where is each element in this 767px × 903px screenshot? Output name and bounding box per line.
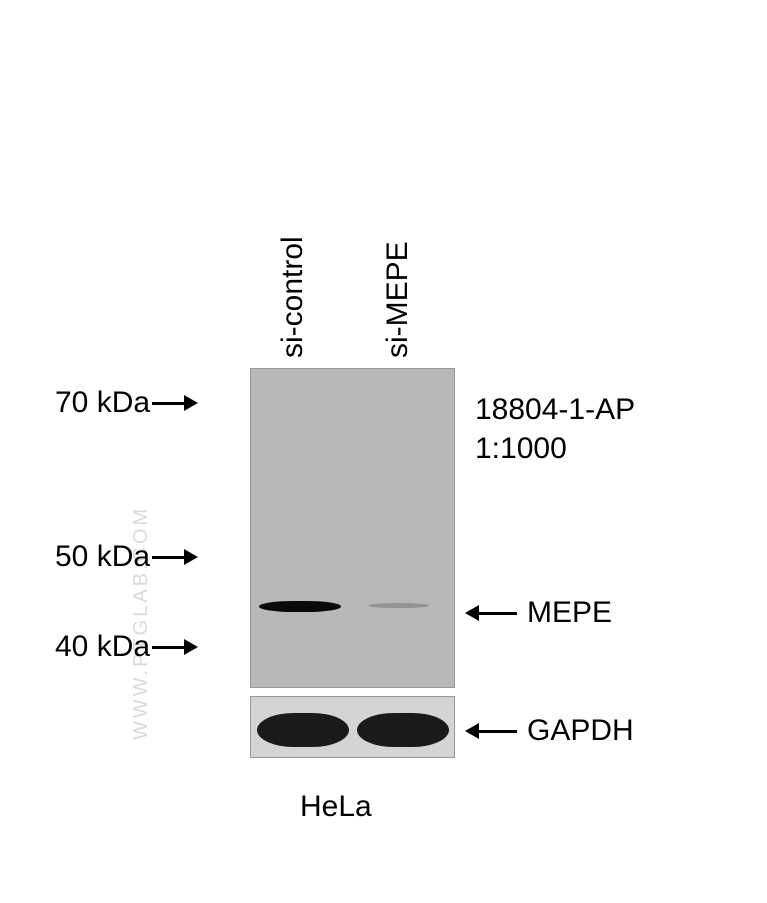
band-gapdh-lane2 <box>357 713 449 747</box>
arrow-head-right-icon <box>184 395 198 411</box>
mw-label-50: 50 kDa <box>55 540 150 574</box>
lane-label-si-mepe: si-MEPE <box>381 241 415 358</box>
blot-panel-gapdh <box>250 696 455 758</box>
target-label-gapdh: GAPDH <box>527 714 634 748</box>
mw-label-70: 70 kDa <box>55 386 150 420</box>
mw-marker-50: 50 kDa <box>55 540 198 574</box>
band-mepe-lane1 <box>259 601 341 612</box>
target-label-mepe: MEPE <box>527 596 612 630</box>
target-label-mepe-row: MEPE <box>465 596 612 630</box>
mw-marker-70: 70 kDa <box>55 386 198 420</box>
mw-marker-40: 40 kDa <box>55 630 198 664</box>
arrow-line <box>152 556 184 559</box>
arrow-line <box>152 646 184 649</box>
antibody-dilution: 1:1000 <box>475 429 635 468</box>
figure-container: WWW.PTGLAB.COM si-control si-MEPE 70 kDa… <box>0 0 767 903</box>
mw-label-40: 40 kDa <box>55 630 150 664</box>
arrow-head-left-icon <box>465 605 479 621</box>
sample-label: HeLa <box>300 790 372 824</box>
arrow-head-right-icon <box>184 639 198 655</box>
arrow-head-left-icon <box>465 723 479 739</box>
antibody-catalog: 18804-1-AP <box>475 390 635 429</box>
arrow-line <box>152 402 184 405</box>
blot-panel-main <box>250 368 455 688</box>
arrow-line <box>479 612 517 615</box>
lane-label-si-control: si-control <box>276 236 310 358</box>
arrow-line <box>479 730 517 733</box>
antibody-info: 18804-1-AP 1:1000 <box>475 390 635 468</box>
band-gapdh-lane1 <box>257 713 349 747</box>
arrow-head-right-icon <box>184 549 198 565</box>
target-label-gapdh-row: GAPDH <box>465 714 634 748</box>
band-mepe-lane2-faint <box>369 603 429 608</box>
